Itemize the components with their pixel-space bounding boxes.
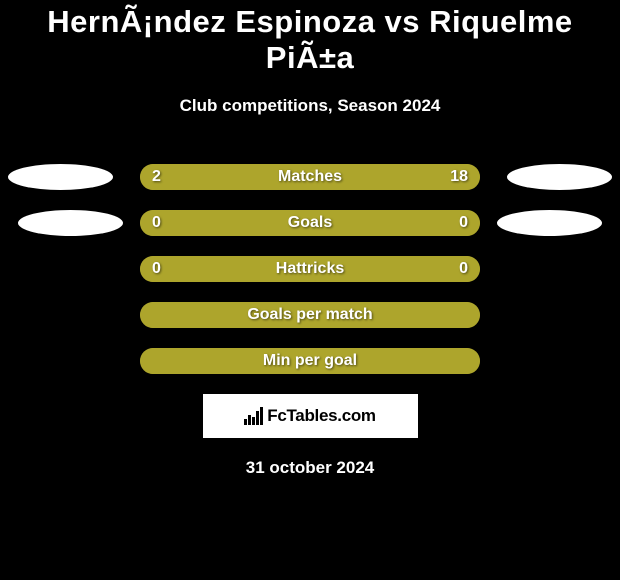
infographic-container: HernÃ¡ndez Espinoza vs Riquelme PiÃ±a Cl…	[0, 0, 620, 478]
stat-label: Matches	[278, 168, 342, 186]
stat-value-right: 18	[450, 168, 468, 186]
stat-value-left: 2	[152, 168, 161, 186]
player-right-oval	[497, 210, 602, 236]
stat-value-right: 0	[459, 260, 468, 278]
stat-row-goals-per-match: Goals per match	[0, 302, 620, 328]
stat-label: Goals per match	[247, 306, 372, 324]
stat-bar: 0 Hattricks 0	[140, 256, 480, 282]
player-left-oval	[8, 164, 113, 190]
stat-value-left: 0	[152, 260, 161, 278]
stat-bar: Min per goal	[140, 348, 480, 374]
brand-text: FcTables.com	[267, 406, 376, 426]
page-title: HernÃ¡ndez Espinoza vs Riquelme PiÃ±a	[0, 4, 620, 76]
brand-box: FcTables.com	[203, 394, 418, 438]
stat-bar: 0 Goals 0	[140, 210, 480, 236]
stat-value-right: 0	[459, 214, 468, 232]
stat-row-hattricks: 0 Hattricks 0	[0, 256, 620, 282]
stat-row-min-per-goal: Min per goal	[0, 348, 620, 374]
stat-label: Goals	[288, 214, 332, 232]
player-right-oval	[507, 164, 612, 190]
player-left-oval	[18, 210, 123, 236]
stat-label: Hattricks	[276, 260, 344, 278]
stat-label: Min per goal	[263, 352, 357, 370]
stat-row-matches: 2 Matches 18	[0, 164, 620, 190]
stat-row-goals: 0 Goals 0	[0, 210, 620, 236]
stat-bar: Goals per match	[140, 302, 480, 328]
stats-block: 2 Matches 18 0 Goals 0 0	[0, 164, 620, 374]
subtitle: Club competitions, Season 2024	[0, 96, 620, 116]
bar-chart-icon	[244, 407, 263, 425]
stat-bar: 2 Matches 18	[140, 164, 480, 190]
date-label: 31 october 2024	[0, 458, 620, 478]
stat-value-left: 0	[152, 214, 161, 232]
